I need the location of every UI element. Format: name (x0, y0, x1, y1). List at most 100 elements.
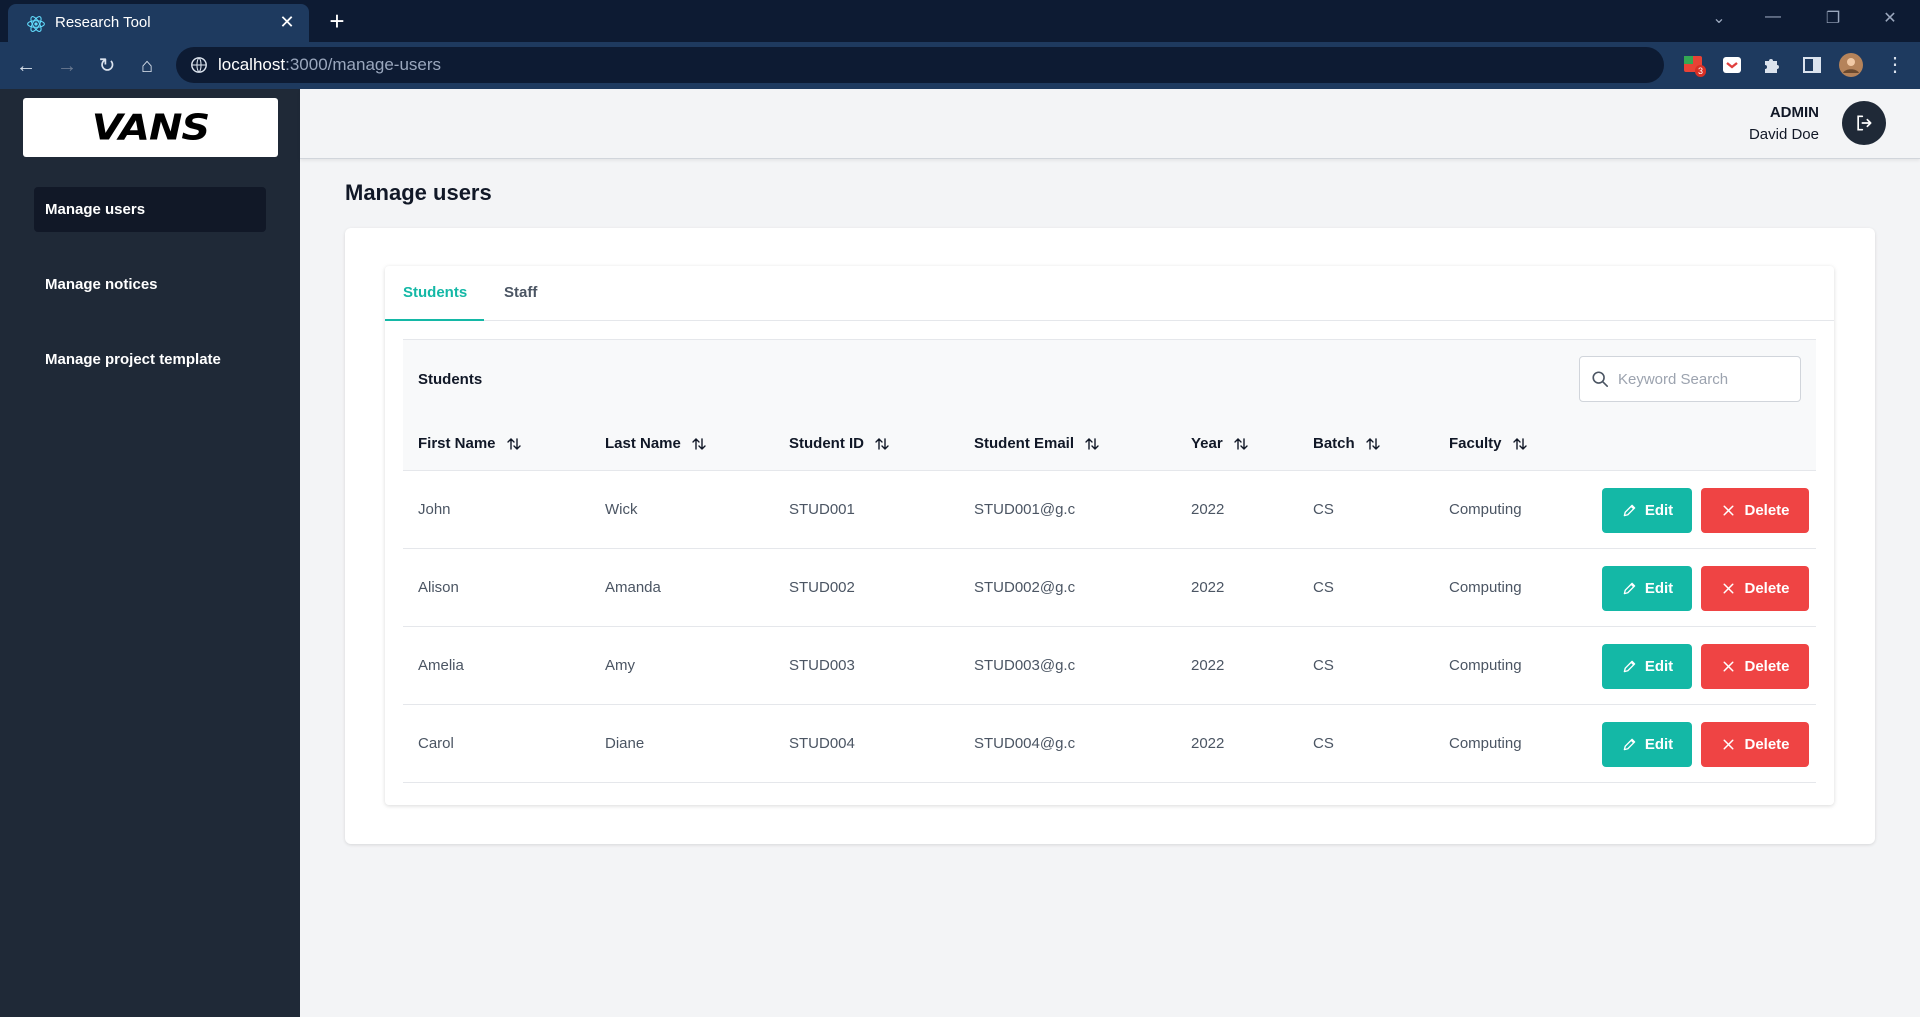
page-title: Manage users (345, 180, 492, 205)
restore-icon[interactable]: ❐ (1825, 10, 1841, 27)
edit-button[interactable]: Edit (1602, 566, 1692, 611)
logout-button[interactable] (1842, 101, 1886, 145)
cell-student-id: STUD003 (789, 657, 855, 674)
delete-label: Delete (1744, 580, 1790, 597)
site-info-icon[interactable] (190, 56, 208, 74)
table-row: John Wick STUD001 STUD001@g.c 2022 CS Computin… (403, 471, 1816, 549)
delete-button[interactable]: Delete (1701, 566, 1809, 611)
reload-icon[interactable]: ↻ (98, 55, 116, 77)
sidebar-item-manage-project-template[interactable]: Manage project template (45, 351, 221, 368)
close-icon (1720, 580, 1737, 597)
table-row: Alison Amanda STUD002 STUD002@g.c 2022 CS Comp… (403, 549, 1816, 627)
cell-student-id: STUD001 (789, 501, 855, 518)
column-header-year[interactable]: Year (1191, 417, 1249, 470)
cell-faculty: Computing (1449, 735, 1522, 752)
browser-tab[interactable]: Research Tool ✕ (8, 4, 309, 42)
delete-button[interactable]: Delete (1701, 644, 1809, 689)
edit-label: Edit (1644, 736, 1674, 753)
table-row: Carol Diane STUD004 STUD004@g.c 2022 CS Comput… (403, 705, 1816, 783)
forward-icon[interactable]: → (57, 55, 77, 77)
user-name: David Doe (1748, 126, 1819, 143)
user-type-tabs: Students Staff (385, 266, 1834, 321)
minimize-icon[interactable]: — (1765, 8, 1781, 25)
cell-first-name: Amelia (418, 657, 464, 674)
cell-student-email: STUD003@g.c (974, 657, 1076, 674)
sidebar-item-manage-users[interactable]: Manage users (34, 187, 266, 232)
sort-icon[interactable] (1355, 436, 1381, 452)
column-header-batch[interactable]: Batch (1313, 417, 1381, 470)
cell-student-id: STUD004 (789, 735, 855, 752)
cell-last-name: Amanda (605, 579, 661, 596)
cell-faculty: Computing (1449, 501, 1522, 518)
browser-toolbar: ← → ↻ ⌂ localhost:3000/manage-users 3 ⋮ (0, 42, 1920, 89)
sort-icon[interactable] (496, 436, 522, 452)
delete-button[interactable]: Delete (1701, 722, 1809, 767)
cell-year: 2022 (1191, 735, 1225, 752)
cell-last-name: Diane (605, 735, 645, 752)
delete-label: Delete (1744, 502, 1790, 519)
pencil-icon (1621, 502, 1638, 519)
tab-students[interactable]: Students (385, 266, 484, 321)
cell-student-email: STUD004@g.c (974, 735, 1076, 752)
pocket-extension-icon[interactable] (1719, 52, 1745, 78)
column-header-student-id[interactable]: Student ID (789, 417, 890, 470)
calendar-extension-icon[interactable]: 3 (1682, 52, 1708, 78)
sort-icon[interactable] (1502, 436, 1528, 452)
extensions-puzzle-icon[interactable] (1759, 52, 1785, 78)
cell-faculty: Computing (1449, 657, 1522, 674)
address-bar[interactable]: localhost:3000/manage-users (176, 47, 1664, 83)
column-header-label: Batch (1313, 435, 1355, 452)
browser-menu-icon[interactable]: ⋮ (1885, 54, 1905, 76)
column-header-first-name[interactable]: First Name (418, 417, 522, 470)
extension-badge: 3 (1695, 65, 1707, 77)
search-input[interactable] (1618, 357, 1796, 401)
edit-button[interactable]: Edit (1602, 722, 1692, 767)
table-header-row: First Name Last Name Student ID Student Ema… (403, 417, 1816, 471)
column-header-faculty[interactable]: Faculty (1449, 417, 1528, 470)
column-header-label: First Name (418, 435, 496, 452)
pencil-icon (1621, 736, 1638, 753)
pencil-icon (1621, 658, 1638, 675)
sort-icon[interactable] (1223, 436, 1249, 452)
edit-button[interactable]: Edit (1602, 644, 1692, 689)
home-icon[interactable]: ⌂ (140, 55, 154, 77)
edit-label: Edit (1644, 502, 1674, 519)
table-caption: Students (418, 371, 483, 388)
cell-student-email: STUD001@g.c (974, 501, 1076, 518)
tab-staff[interactable]: Staff (504, 284, 538, 301)
edit-label: Edit (1644, 580, 1674, 597)
side-panel-icon[interactable] (1799, 52, 1825, 78)
cell-batch: CS (1313, 735, 1334, 752)
cell-last-name: Amy (605, 657, 635, 674)
profile-avatar-icon[interactable] (1838, 52, 1864, 78)
edit-button[interactable]: Edit (1602, 488, 1692, 533)
pencil-icon (1621, 580, 1638, 597)
column-header-last-name[interactable]: Last Name (605, 417, 707, 470)
new-tab-icon[interactable]: + (329, 6, 345, 36)
sort-icon[interactable] (681, 436, 707, 452)
back-icon[interactable]: ← (16, 55, 36, 77)
user-role: ADMIN (1769, 104, 1819, 121)
logo: VANS (23, 98, 278, 157)
column-header-label: Student Email (974, 435, 1075, 452)
cell-faculty: Computing (1449, 579, 1522, 596)
column-header-student-email[interactable]: Student Email (974, 417, 1100, 470)
sort-icon[interactable] (1074, 436, 1100, 452)
table-toolbar: Students (403, 339, 1816, 417)
cell-batch: CS (1313, 501, 1334, 518)
cell-first-name: John (418, 501, 451, 518)
delete-button[interactable]: Delete (1701, 488, 1809, 533)
users-panel: Students Staff Students First Name Last N… (385, 266, 1834, 805)
table-row: Amelia Amy STUD003 STUD003@g.c 2022 CS Computi… (403, 627, 1816, 705)
tab-close-icon[interactable]: ✕ (279, 12, 295, 32)
cell-student-email: STUD002@g.c (974, 579, 1076, 596)
close-icon (1720, 658, 1737, 675)
cell-last-name: Wick (605, 501, 638, 518)
close-window-icon[interactable]: ✕ (1883, 10, 1897, 27)
content-card: Students Staff Students First Name Last N… (345, 228, 1875, 844)
tab-search-icon[interactable]: ⌄ (1712, 10, 1726, 27)
sidebar-item-manage-notices[interactable]: Manage notices (45, 276, 158, 293)
sort-icon[interactable] (864, 436, 890, 452)
cell-batch: CS (1313, 657, 1334, 674)
column-header-label: Year (1191, 435, 1223, 452)
